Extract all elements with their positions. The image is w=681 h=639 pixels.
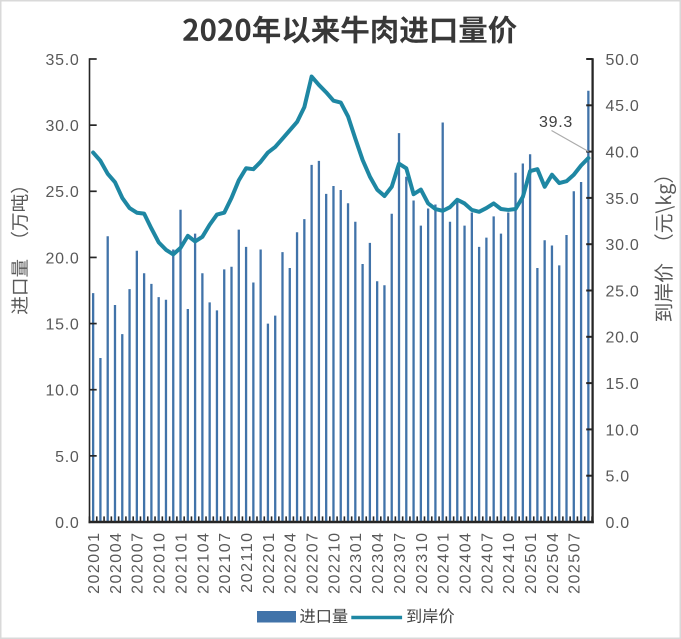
svg-text:30.0: 30.0 (46, 118, 80, 135)
svg-text:202501: 202501 (523, 532, 540, 594)
svg-text:202210: 202210 (326, 532, 343, 594)
svg-text:202001: 202001 (86, 532, 103, 594)
svg-text:202404: 202404 (457, 532, 474, 594)
svg-text:25.0: 25.0 (606, 283, 640, 300)
svg-text:202401: 202401 (436, 532, 453, 594)
svg-text:10.0: 10.0 (46, 383, 80, 400)
svg-text:35.0: 35.0 (46, 52, 80, 69)
svg-text:30.0: 30.0 (606, 237, 640, 254)
svg-text:202304: 202304 (370, 532, 387, 594)
svg-text:202107: 202107 (217, 532, 234, 594)
svg-text:202007: 202007 (130, 532, 147, 594)
svg-text:202104: 202104 (195, 532, 212, 594)
svg-text:10.0: 10.0 (606, 422, 640, 439)
svg-text:202204: 202204 (283, 532, 300, 594)
svg-text:202504: 202504 (545, 532, 562, 594)
svg-text:50.0: 50.0 (606, 52, 640, 69)
svg-text:202010: 202010 (152, 532, 169, 594)
svg-text:15.0: 15.0 (606, 376, 640, 393)
svg-text:202410: 202410 (501, 532, 518, 594)
svg-text:202301: 202301 (348, 532, 365, 594)
svg-text:0.0: 0.0 (55, 515, 79, 532)
svg-text:20.0: 20.0 (606, 330, 640, 347)
svg-text:202110: 202110 (239, 532, 256, 593)
svg-text:202407: 202407 (479, 532, 496, 594)
svg-text:202004: 202004 (108, 532, 125, 594)
svg-text:39.3: 39.3 (539, 114, 573, 131)
svg-text:5.0: 5.0 (55, 449, 79, 466)
svg-text:20.0: 20.0 (46, 250, 80, 267)
svg-text:202201: 202201 (261, 532, 278, 594)
svg-text:45.0: 45.0 (606, 98, 640, 115)
svg-text:202207: 202207 (305, 532, 322, 594)
svg-text:15.0: 15.0 (46, 316, 80, 333)
svg-text:25.0: 25.0 (46, 184, 80, 201)
svg-text:202507: 202507 (567, 532, 584, 594)
svg-text:5.0: 5.0 (606, 469, 630, 486)
svg-text:202307: 202307 (392, 532, 409, 594)
svg-text:202101: 202101 (173, 532, 190, 594)
svg-text:0.0: 0.0 (606, 515, 630, 532)
svg-text:35.0: 35.0 (606, 191, 640, 208)
svg-text:40.0: 40.0 (606, 145, 640, 162)
svg-text:202310: 202310 (414, 532, 431, 594)
